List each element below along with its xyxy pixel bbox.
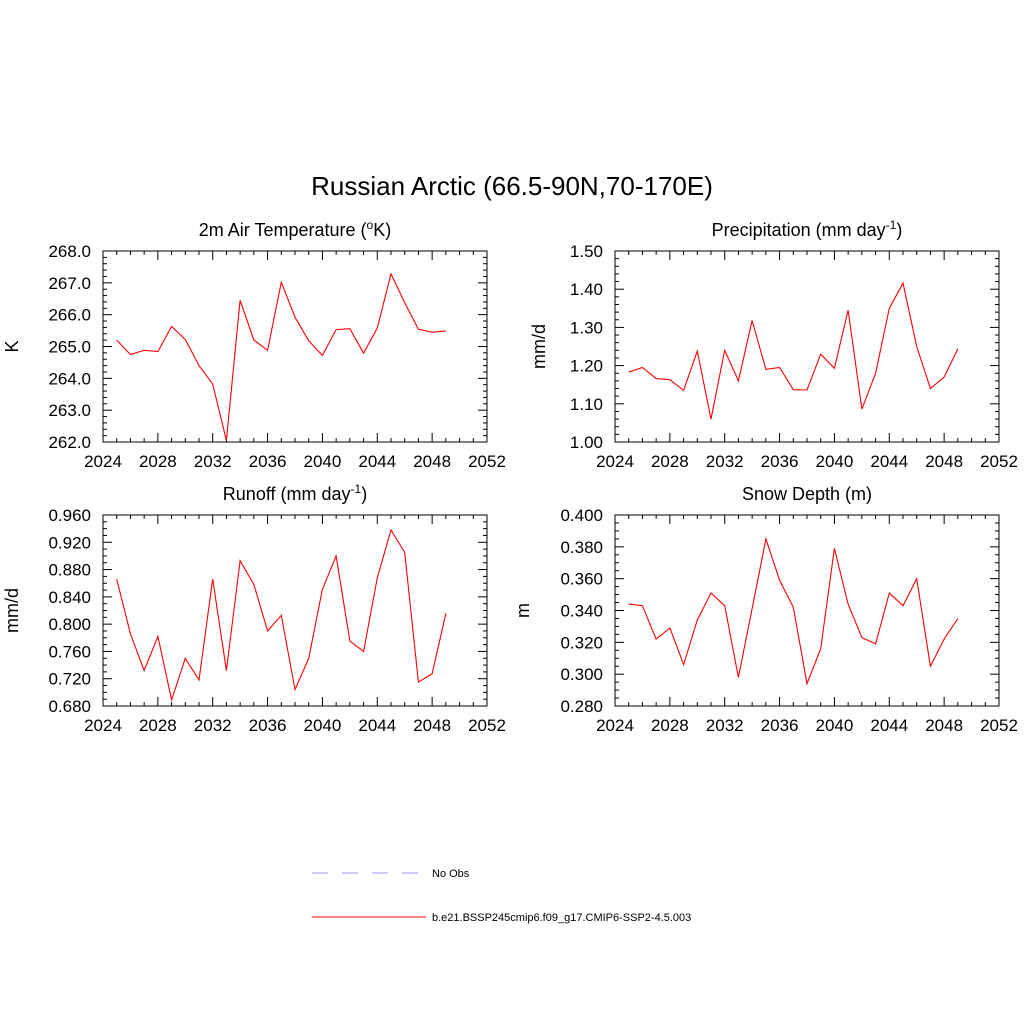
panel-title-superscript: o [367, 218, 374, 232]
y-tick-label: 0.360 [560, 570, 603, 589]
panel-title-superscript: -1 [351, 482, 362, 496]
x-tick-label: 2032 [706, 452, 744, 471]
panel-title: 2m Air Temperature (oK) [199, 218, 391, 240]
x-tick-label: 2044 [870, 716, 908, 735]
panel-4: Snow Depth (m) m 2024 2028 2032 2036 2040 2044 2… [513, 484, 1018, 735]
x-tick-label: 2044 [358, 452, 396, 471]
x-tick-label: 2028 [651, 452, 689, 471]
y-tick-label: 0.280 [560, 697, 603, 716]
x-tick-label: 2048 [925, 716, 963, 735]
y-tick-label: 265.0 [48, 338, 91, 357]
x-tick-label: 2024 [596, 452, 634, 471]
x-tick-label: 2028 [139, 716, 177, 735]
x-tick-label: 2052 [468, 716, 506, 735]
y-tick-label: 1.40 [570, 280, 603, 299]
panel-1: 2m Air Temperature (oK) K 2024 2028 2032 2036… [2, 218, 506, 471]
x-tick-label: 2040 [304, 452, 342, 471]
y-tick-label: 0.920 [48, 533, 91, 552]
plot-frame [102, 514, 488, 707]
panel-title-main: Runoff (mm day [223, 484, 351, 504]
panel-2: Precipitation (mm day-1) mm/d 2024 2028 2032… [529, 218, 1018, 471]
y-tick-label: 262.0 [48, 433, 91, 452]
y-tick-label: 263.0 [48, 401, 91, 420]
x-tick-label: 2048 [413, 452, 451, 471]
y-tick-label: 0.720 [48, 670, 91, 689]
y-tick-label: 1.10 [570, 395, 603, 414]
y-tick-label: 0.800 [48, 615, 91, 634]
panel-title-suffix: K) [373, 220, 391, 240]
x-tick-label: 2036 [249, 716, 287, 735]
series-line [628, 536, 959, 686]
y-tick-label: 268.0 [48, 242, 91, 261]
panels: 2m Air Temperature (oK) K 2024 2028 2032 2036… [2, 218, 1018, 735]
panel-title-main: Snow Depth (m) [742, 484, 872, 504]
x-tick-label: 2044 [358, 716, 396, 735]
y-tick-label: 0.380 [560, 538, 603, 557]
legend-item: No Obs [312, 868, 470, 880]
x-tick-label: 2028 [651, 716, 689, 735]
series-line [628, 281, 959, 420]
x-tick-label: 2040 [816, 716, 854, 735]
plot-frame [614, 514, 1000, 707]
legend: No Obs b.e21.BSSP245cmip6.f09_g17.CMIP6-S… [312, 868, 691, 924]
plot-frame [614, 250, 1000, 443]
y-axis-label: mm/d [2, 588, 22, 633]
y-tick-label: 0.880 [48, 561, 91, 580]
y-tick-label: 1.00 [570, 433, 603, 452]
y-tick-label: 0.840 [48, 588, 91, 607]
y-tick-label: 1.50 [570, 242, 603, 261]
x-tick-label: 2052 [468, 452, 506, 471]
panel-title-suffix: ) [896, 220, 902, 240]
x-tick-label: 2052 [980, 716, 1018, 735]
y-axis-label: mm/d [529, 324, 549, 369]
x-tick-label: 2024 [596, 716, 634, 735]
panel-title: Precipitation (mm day-1) [712, 218, 903, 240]
y-tick-label: 0.300 [560, 665, 603, 684]
x-tick-label: 2024 [84, 452, 122, 471]
x-tick-label: 2044 [870, 452, 908, 471]
panel-3: Runoff (mm day-1) mm/d 2024 2028 2032 2036 204… [2, 482, 506, 735]
x-tick-label: 2036 [761, 452, 799, 471]
series-line [116, 528, 447, 702]
y-tick-label: 266.0 [48, 306, 91, 325]
series-line [116, 272, 446, 441]
y-tick-label: 264.0 [48, 369, 91, 388]
x-tick-label: 2024 [84, 716, 122, 735]
y-tick-label: 0.760 [48, 642, 91, 661]
x-tick-label: 2028 [139, 452, 177, 471]
x-tick-label: 2040 [816, 452, 854, 471]
y-tick-label: 0.960 [48, 506, 91, 525]
x-tick-label: 2032 [194, 716, 232, 735]
legend-label: No Obs [432, 868, 470, 880]
x-tick-label: 2048 [925, 452, 963, 471]
y-tick-label: 0.680 [48, 697, 91, 716]
y-tick-label: 0.400 [560, 506, 603, 525]
legend-item: b.e21.BSSP245cmip6.f09_g17.CMIP6-SSP2-4.… [312, 912, 691, 924]
x-tick-label: 2032 [194, 452, 232, 471]
y-axis-label: K [2, 340, 22, 352]
x-tick-label: 2032 [706, 716, 744, 735]
panel-title-main: 2m Air Temperature ( [199, 220, 367, 240]
panel-title-main: Precipitation (mm day [712, 220, 886, 240]
y-tick-label: 0.320 [560, 633, 603, 652]
legend-label: b.e21.BSSP245cmip6.f09_g17.CMIP6-SSP2-4.… [432, 912, 691, 924]
panel-title-suffix: ) [361, 484, 367, 504]
y-axis-label: m [513, 603, 533, 618]
y-tick-label: 1.20 [570, 357, 603, 376]
x-tick-label: 2048 [413, 716, 451, 735]
panel-title-superscript: -1 [886, 218, 897, 232]
y-tick-label: 0.340 [560, 602, 603, 621]
panel-title: Runoff (mm day-1) [223, 482, 367, 504]
main-title: Russian Arctic (66.5-90N,70-170E) [311, 171, 713, 201]
y-tick-label: 1.30 [570, 318, 603, 337]
x-tick-label: 2040 [304, 716, 342, 735]
y-tick-label: 267.0 [48, 274, 91, 293]
x-tick-label: 2052 [980, 452, 1018, 471]
panel-title: Snow Depth (m) [742, 484, 872, 504]
x-tick-label: 2036 [761, 716, 799, 735]
x-tick-label: 2036 [249, 452, 287, 471]
